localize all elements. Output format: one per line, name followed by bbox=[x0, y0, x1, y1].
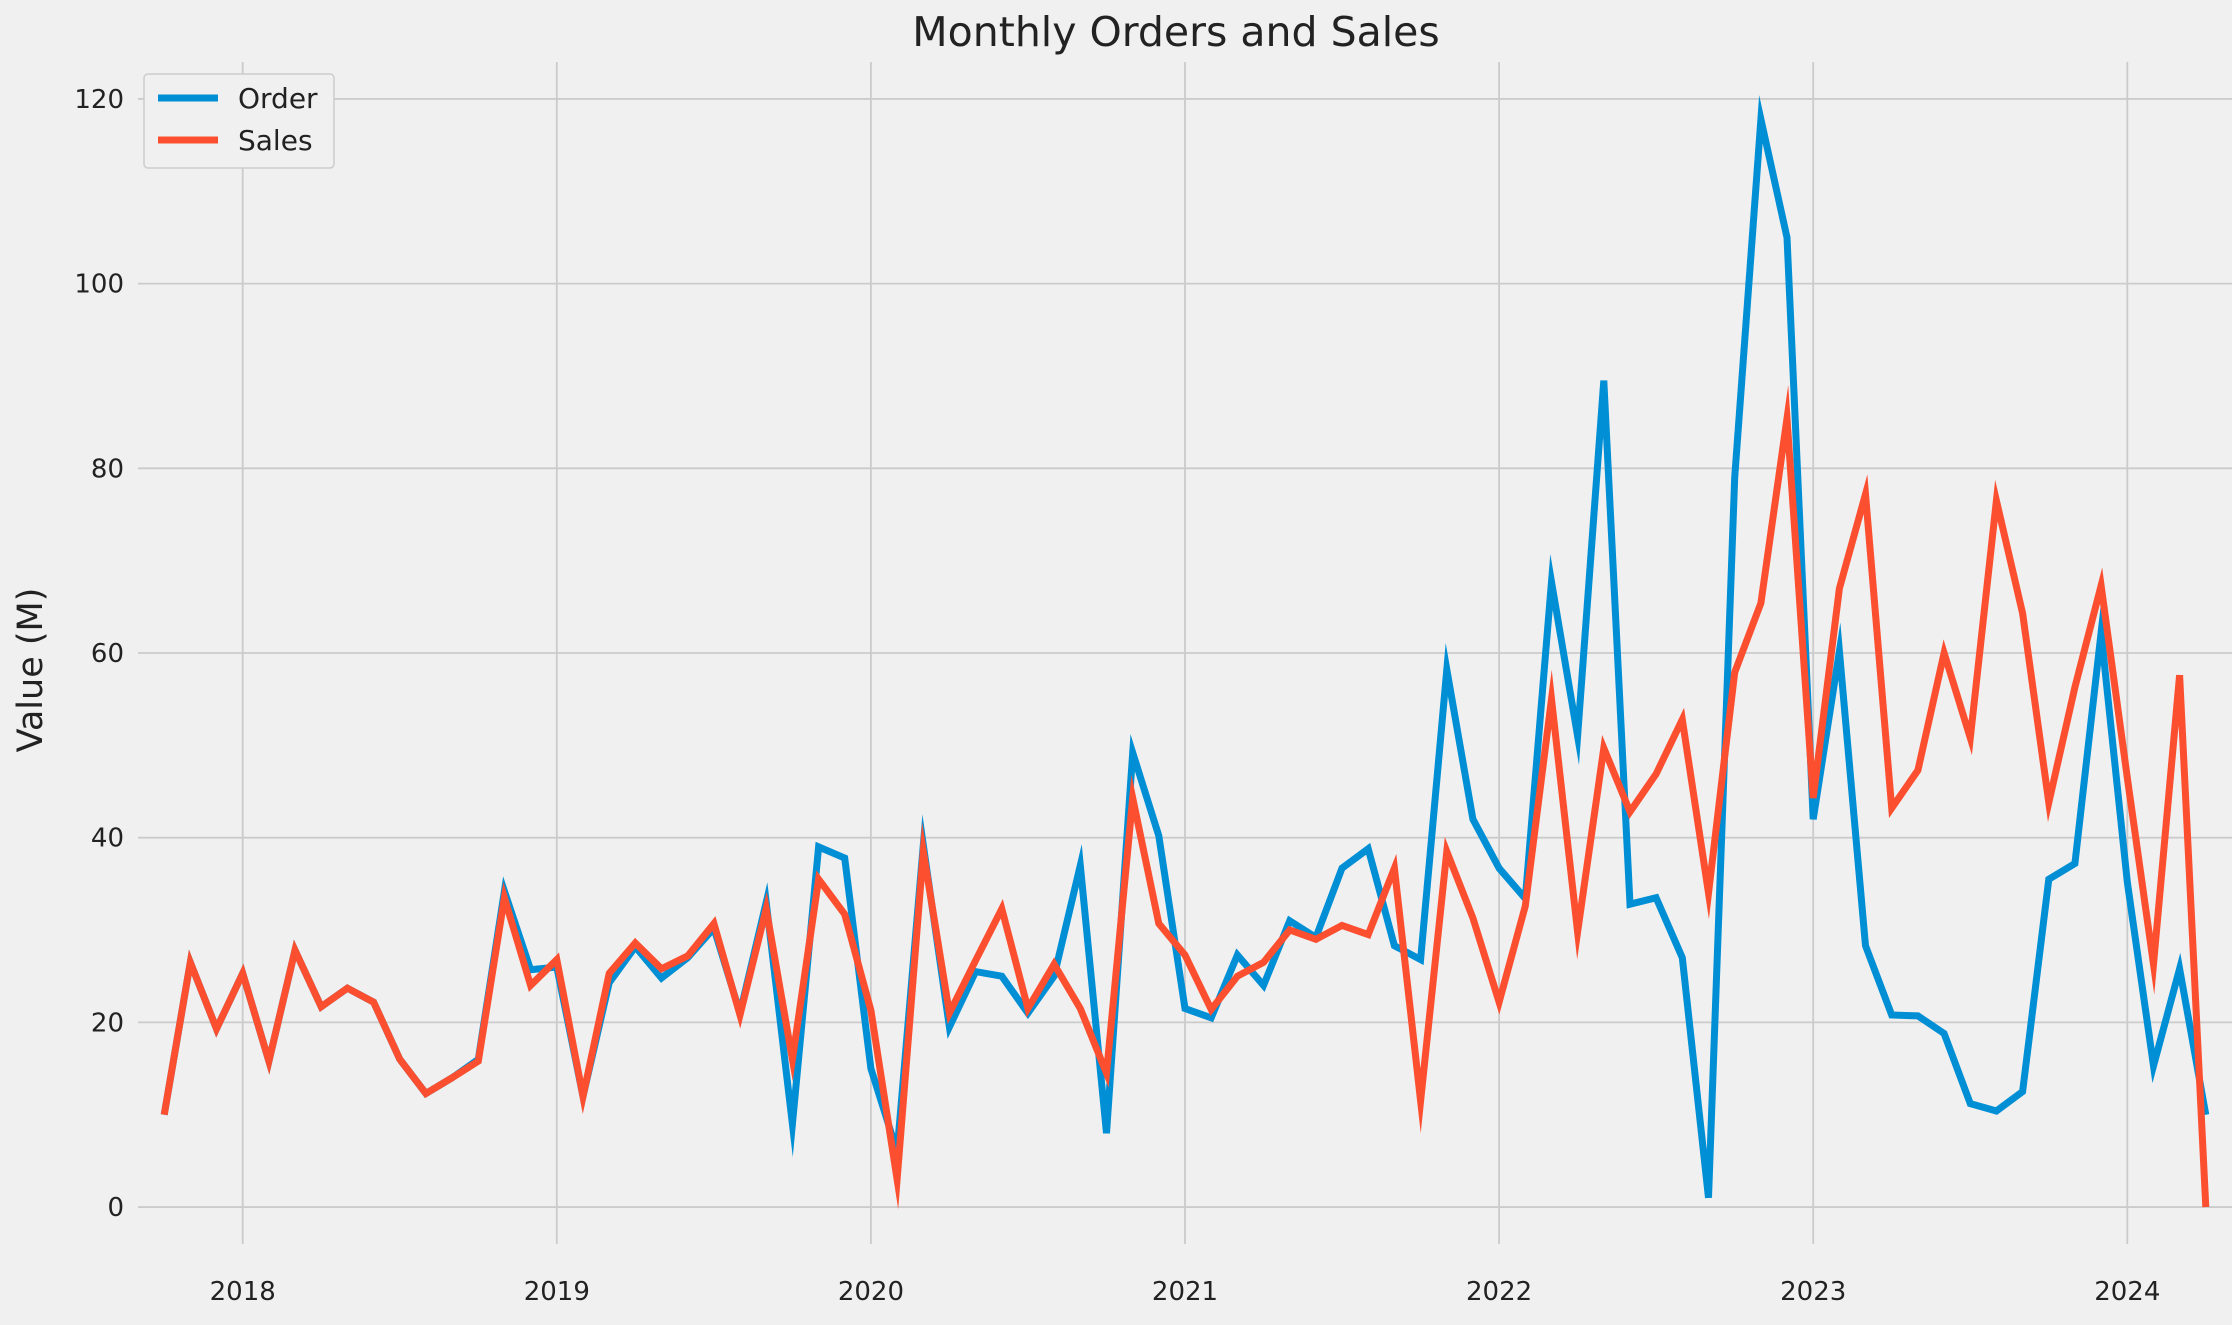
legend-label-order: Order bbox=[238, 82, 318, 115]
x-tick-label-2021: 2021 bbox=[1152, 1277, 1218, 1307]
y-axis-label: Value (M) bbox=[11, 588, 51, 753]
legend: Order Sales bbox=[143, 73, 335, 169]
grid bbox=[138, 62, 2232, 1244]
x-tick-label-2020: 2020 bbox=[838, 1277, 904, 1307]
y-tick-label-120: 120 bbox=[74, 85, 124, 115]
x-tick-label-2019: 2019 bbox=[524, 1277, 590, 1307]
x-axis-ticks: 2018 2019 2020 2021 2022 2023 2024 bbox=[210, 1277, 2161, 1307]
x-tick-label-2018: 2018 bbox=[210, 1277, 276, 1307]
chart-title: Monthly Orders and Sales bbox=[912, 8, 1439, 56]
y-tick-label-60: 60 bbox=[91, 639, 124, 669]
x-tick-label-2022: 2022 bbox=[1466, 1277, 1532, 1307]
series-layer bbox=[160, 95, 2210, 1210]
legend-label-sales: Sales bbox=[238, 124, 313, 157]
y-tick-label-20: 20 bbox=[91, 1008, 124, 1038]
x-tick-label-2023: 2023 bbox=[1780, 1277, 1846, 1307]
y-tick-label-0: 0 bbox=[107, 1193, 124, 1223]
y-tick-label-40: 40 bbox=[91, 824, 124, 854]
y-axis-ticks: 0 20 40 60 80 100 120 bbox=[74, 85, 124, 1223]
x-tick-label-2024: 2024 bbox=[2094, 1277, 2160, 1307]
y-tick-label-80: 80 bbox=[91, 454, 124, 484]
y-tick-label-100: 100 bbox=[74, 270, 124, 300]
series-line-sales bbox=[160, 384, 2210, 1210]
